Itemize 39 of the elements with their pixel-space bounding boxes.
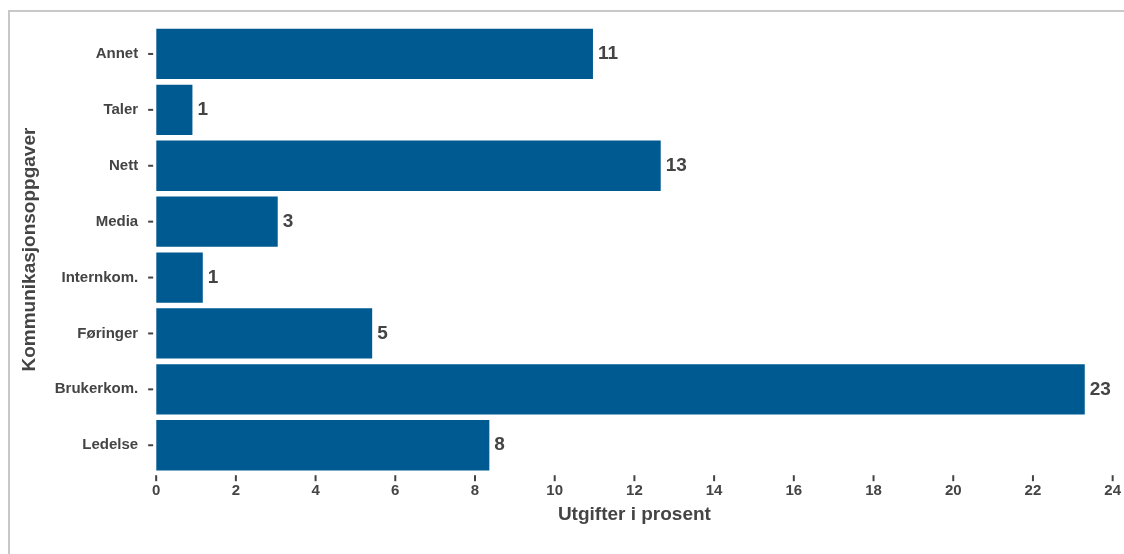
x-tick-label: 18 — [865, 481, 882, 499]
data-label: 1 — [207, 265, 219, 287]
x-tick-label: 2 — [231, 481, 241, 499]
bar — [156, 196, 278, 247]
bar — [156, 308, 373, 359]
y-tick-label: Media — [95, 211, 139, 229]
y-tick-label: Føringer — [77, 323, 139, 341]
y-tick-label: Annet — [95, 44, 139, 62]
data-label: 5 — [377, 321, 389, 343]
x-tick-label: 10 — [546, 481, 564, 499]
bar — [156, 252, 203, 303]
x-tick-label: 0 — [151, 481, 161, 499]
data-label: 13 — [665, 153, 687, 175]
x-tick-label: 8 — [470, 481, 480, 499]
bar — [156, 28, 593, 80]
y-tick-label: Ledelse — [82, 435, 139, 453]
x-tick-label: 14 — [705, 481, 724, 499]
data-label: 1 — [197, 98, 209, 120]
x-tick-label: 22 — [1024, 481, 1042, 499]
x-tick-label: 12 — [626, 481, 643, 499]
x-tick-label: 6 — [391, 481, 400, 499]
x-tick-label: 4 — [311, 481, 321, 499]
x-tick-label: 16 — [785, 481, 803, 499]
bar — [156, 420, 490, 471]
x-tick-label: 24 — [1104, 481, 1122, 499]
y-tick-label: Internkom. — [61, 267, 139, 285]
bar — [156, 140, 661, 191]
bar — [156, 84, 193, 136]
y-tick-label: Taler — [103, 99, 139, 117]
data-label: 3 — [282, 209, 294, 231]
x-tick-label: 20 — [944, 481, 962, 499]
data-label: 8 — [494, 433, 505, 455]
x-axis-title: Utgifter i prosent — [557, 502, 712, 524]
y-axis-title: Kommunikasjonsoppgaver — [17, 127, 39, 372]
y-tick-label: Brukerkom. — [54, 379, 139, 397]
bar — [156, 364, 1085, 415]
y-tick-label: Nett — [108, 155, 139, 173]
data-label: 23 — [1089, 377, 1111, 399]
data-label: 11 — [597, 42, 619, 64]
